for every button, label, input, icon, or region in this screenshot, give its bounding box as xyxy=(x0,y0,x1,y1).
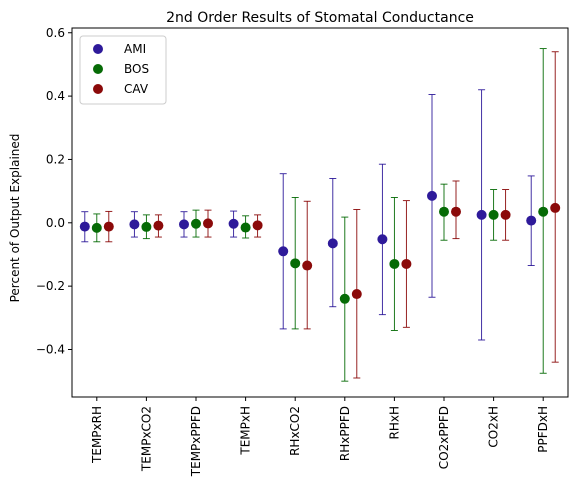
x-tick-label: RHxPPFD xyxy=(338,406,352,461)
data-point-cav xyxy=(252,220,263,231)
data-point-ami xyxy=(327,238,338,249)
data-point-bos xyxy=(439,206,449,217)
data-point-cav xyxy=(401,258,412,269)
x-tick-label: TEMPxH xyxy=(239,406,253,456)
data-point-bos xyxy=(290,258,301,269)
x-tick-label: CO2xH xyxy=(487,406,501,448)
legend-label-bos: BOS xyxy=(124,62,149,76)
y-tick-label: 0.2 xyxy=(46,152,65,166)
data-point-ami xyxy=(129,219,140,230)
data-point-bos xyxy=(339,293,350,304)
plot-frame xyxy=(71,27,569,398)
x-tick-label: TEMPxPPFD xyxy=(189,406,203,477)
data-point-cav xyxy=(500,209,511,220)
y-tick-label: 0.0 xyxy=(46,216,65,230)
data-point-ami xyxy=(79,221,90,232)
x-tick-label: TEMPxCO2 xyxy=(139,406,153,472)
legend-marker-bos xyxy=(93,64,103,74)
y-tick-label: −0.4 xyxy=(36,342,65,356)
data-point-bos xyxy=(91,222,102,233)
data-point-ami xyxy=(427,190,437,201)
y-tick-label: 0.4 xyxy=(46,89,65,103)
legend-label-ami: AMI xyxy=(124,42,146,56)
y-tick-label: −0.2 xyxy=(36,279,65,293)
legend-marker-cav xyxy=(93,84,103,94)
legend-frame xyxy=(79,35,167,105)
data-point-bos xyxy=(240,222,251,233)
data-point-bos xyxy=(488,209,499,220)
chart-title: 2nd Order Results of Stomatal Conductanc… xyxy=(166,10,474,26)
x-tick-label: CO2xPPFD xyxy=(437,406,451,469)
data-point-bos xyxy=(191,218,201,229)
data-point-cav xyxy=(351,289,362,300)
data-point-cav xyxy=(203,218,213,229)
legend-label-cav: CAV xyxy=(124,82,149,96)
data-point-ami xyxy=(377,234,388,245)
plot-area: −0.4 −0.2 0.0 0.2 0.4 0.6 TEMPxRH TEMPxCO2 TEMPx… xyxy=(36,26,561,477)
legend-marker-ami xyxy=(93,44,103,54)
data-point-ami xyxy=(278,246,289,257)
y-tick-label: 0.6 xyxy=(46,26,65,40)
data-point-cav xyxy=(451,206,461,217)
data-point-bos xyxy=(538,206,549,217)
x-tick-label: RHxCO2 xyxy=(288,406,302,456)
y-axis-label: Percent of Output Explained xyxy=(8,134,22,303)
data-point-cav xyxy=(153,220,164,231)
data-point-ami xyxy=(228,218,239,229)
x-tick-label: RHxH xyxy=(387,406,401,440)
data-point-bos xyxy=(389,258,400,269)
data-point-ami xyxy=(179,219,189,230)
x-tick-label: TEMPxRH xyxy=(90,406,104,464)
data-point-ami xyxy=(526,215,537,226)
data-point-ami xyxy=(476,209,487,220)
data-point-cav xyxy=(103,221,114,232)
legend: AMI BOS CAV xyxy=(79,35,167,105)
data-point-cav xyxy=(550,202,561,213)
data-point-bos xyxy=(141,221,152,232)
data-point-cav xyxy=(302,260,313,271)
x-tick-label: PPFDxH xyxy=(536,406,550,453)
